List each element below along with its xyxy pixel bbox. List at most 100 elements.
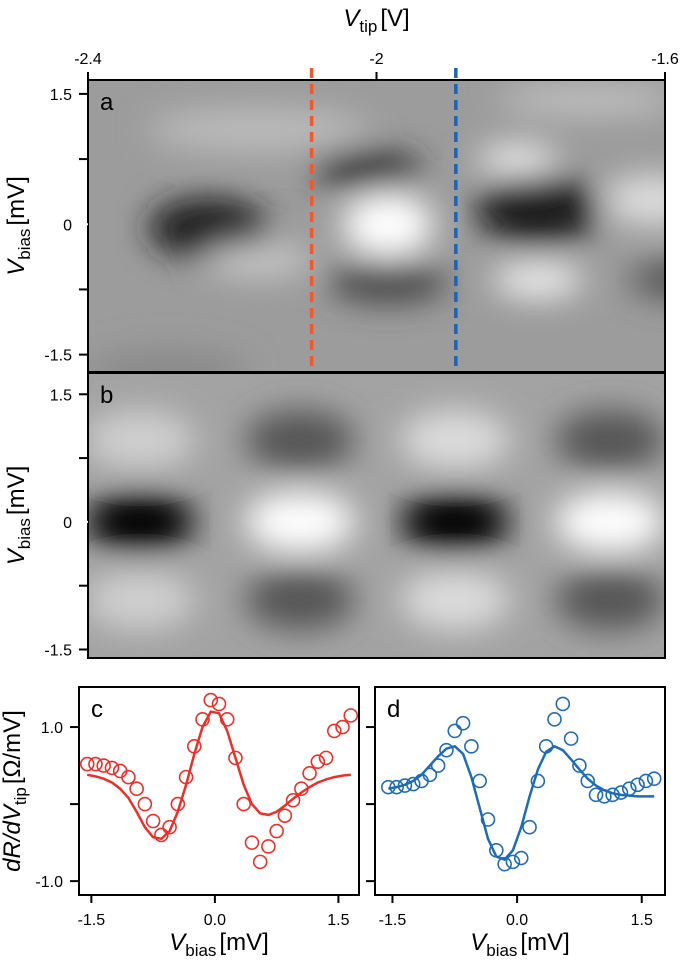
x-tick-label: 1.5	[631, 912, 653, 929]
y-tick-label: -1.5	[44, 642, 72, 659]
data-point	[129, 781, 144, 796]
data-point	[88, 756, 103, 772]
data-point	[538, 739, 554, 754]
fit-line	[86, 710, 351, 841]
heatmap-blob	[498, 86, 665, 114]
heatmap-blob	[493, 262, 583, 298]
data-point	[277, 808, 293, 823]
data-point	[104, 760, 120, 776]
data-point	[472, 773, 487, 789]
data-point	[137, 796, 153, 812]
heatmap-blob	[555, 492, 665, 552]
data-point	[310, 754, 326, 770]
heatmap-blob	[88, 410, 195, 470]
data-point	[405, 776, 421, 792]
data-point	[605, 787, 620, 803]
data-point	[261, 839, 276, 854]
heatmap-blob	[203, 245, 313, 275]
data-point	[447, 723, 463, 739]
data-point	[621, 781, 637, 796]
x-tick-label: 0.0	[204, 912, 226, 929]
data-point	[513, 850, 529, 866]
heatmap-blob	[88, 492, 195, 552]
axis-label-part: V	[470, 929, 488, 956]
frame	[87, 372, 666, 659]
data-point	[335, 719, 350, 735]
data-point	[219, 712, 235, 727]
data-point	[389, 779, 404, 795]
data-point	[530, 773, 546, 789]
data-point	[203, 692, 219, 708]
axis-label-part: [V]	[380, 5, 409, 32]
y-tick-label: 0	[63, 515, 72, 532]
heatmap-blob	[343, 193, 433, 257]
heatmap-blob	[245, 492, 355, 552]
heatmap-blob	[478, 145, 558, 175]
heatmap-blob	[245, 410, 355, 470]
data-point	[79, 756, 95, 772]
axis-label-sub: bias	[15, 518, 34, 549]
data-point	[646, 771, 662, 786]
data-point	[380, 779, 396, 795]
axis-label-sub: tip	[359, 17, 377, 36]
data-point	[489, 843, 504, 858]
data-point	[170, 796, 186, 812]
heatmap	[88, 373, 665, 658]
y-tick-label: 1.0	[41, 720, 63, 737]
data-point	[178, 769, 194, 785]
axis-label-part: [Ω/mV]	[0, 710, 26, 784]
heatmap-blob	[328, 263, 448, 303]
data-point	[211, 696, 227, 712]
heatmap-blobs	[88, 410, 665, 630]
heatmap-blob	[313, 152, 423, 188]
panel-label: d	[387, 696, 400, 723]
axis-label: dR/dVtip [Ω/mV]	[0, 710, 30, 872]
data-point	[597, 789, 612, 804]
data-point	[294, 781, 309, 796]
data-point	[343, 708, 359, 723]
data-point	[244, 835, 260, 850]
panel-label: a	[100, 89, 114, 116]
data-point	[630, 777, 645, 793]
x-tick-label: -1.6	[651, 51, 679, 68]
data-point	[439, 742, 454, 758]
axis-label-sub: bias	[185, 941, 216, 960]
data-point	[269, 823, 284, 839]
data-point	[302, 765, 317, 781]
data-point	[497, 856, 512, 872]
data-point	[121, 769, 136, 785]
axis-label-sub: bias	[486, 941, 517, 960]
heatmap-blob	[245, 570, 355, 630]
data-point	[186, 739, 202, 754]
data-point	[154, 827, 169, 843]
heatmap-blob	[555, 570, 665, 630]
data-point	[588, 787, 604, 803]
data-point	[505, 854, 521, 870]
heatmap-blobs	[88, 86, 665, 372]
x-tick-label: -1.5	[78, 912, 106, 929]
data-point	[145, 813, 161, 829]
panel-label: c	[91, 696, 103, 723]
panel-label: b	[100, 382, 113, 409]
data-point	[547, 712, 562, 727]
x-tick-label: -2	[369, 51, 383, 68]
data-point	[572, 758, 587, 773]
data-point	[580, 773, 596, 789]
data-point	[464, 739, 479, 754]
axis-label-part: [mV]	[3, 176, 30, 225]
heatmap-blob	[88, 570, 195, 630]
y-tick-label: 0	[63, 217, 72, 234]
heatmap-blob	[400, 492, 510, 552]
axis-label: Vbias [mV]	[3, 176, 34, 276]
data-point	[397, 778, 413, 793]
data-point	[522, 819, 537, 835]
heatmap-blob	[400, 570, 510, 630]
axis-label-part: V	[343, 5, 361, 32]
data-point	[555, 696, 571, 712]
fit-line	[388, 744, 655, 862]
data-point	[613, 785, 629, 800]
axis-label-part: [mV]	[3, 466, 30, 515]
x-tick-label: -2.4	[74, 51, 102, 68]
y-tick-label: 1.5	[50, 87, 72, 104]
